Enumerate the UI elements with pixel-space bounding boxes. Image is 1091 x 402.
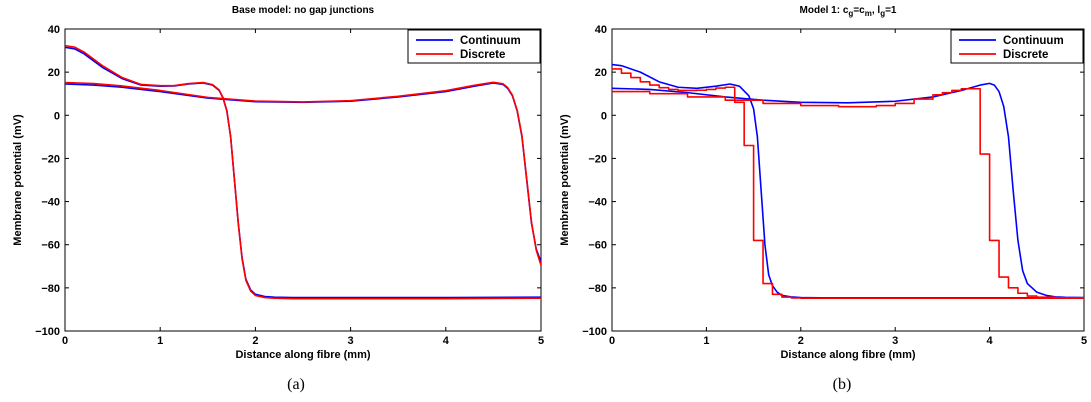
x-axis-label: Distance along fibre (mm) [235, 349, 370, 361]
legend: Continuum Discrete [407, 29, 541, 64]
x-tick-label: 0 [609, 335, 615, 347]
y-tick-label: −40 [41, 197, 60, 209]
y-tick-label: 0 [601, 110, 607, 122]
plot-area [64, 28, 542, 332]
y-tick-label: 20 [48, 67, 60, 79]
y-tick-label: −80 [41, 283, 60, 295]
y-tick-label: −60 [588, 240, 607, 252]
panel-caption: (b) [833, 376, 852, 393]
plot-area [611, 28, 1085, 332]
x-tick-label: 1 [157, 335, 163, 347]
x-tick-label: 4 [987, 335, 994, 347]
x-tick-label: 3 [892, 335, 898, 347]
chart-title: Model 1: cg=cm, lg=1 [800, 5, 897, 18]
legend-label-continuum: Continuum [460, 35, 521, 47]
chart-panel-a: 0 1 2 3 4 5 40 20 0 −20 −40 −60 −80 −100 Distance alon… [12, 5, 544, 393]
data-lines [65, 44, 541, 300]
x-tick-label: 2 [252, 335, 258, 347]
chart-panel-b: 0 1 2 3 4 5 40 20 0 −20 −40 −60 −80 −100 Distance alon… [559, 5, 1087, 393]
x-tick-label: 5 [1081, 335, 1087, 347]
series-line-discrete-2 [65, 81, 541, 266]
y-tick-label: −60 [41, 240, 60, 252]
legend-label-discrete: Discrete [460, 49, 505, 61]
x-tick-label: 5 [538, 335, 544, 347]
chart-title: Base model: no gap junctions [232, 5, 375, 16]
y-tick-label: −20 [41, 153, 60, 165]
legend-label-continuum: Continuum [1003, 35, 1064, 47]
y-tick-label: −80 [588, 283, 607, 295]
legend-box [950, 29, 1084, 64]
x-tick-label: 4 [443, 335, 450, 347]
x-tick-label: 3 [348, 335, 354, 347]
y-tick-label: 40 [595, 24, 607, 36]
x-axis-label: Distance along fibre (mm) [780, 349, 915, 361]
y-tick-label: −100 [582, 326, 607, 338]
x-tick-label: 2 [798, 335, 804, 347]
x-tick-label: 1 [703, 335, 709, 347]
y-tick-label: −20 [588, 153, 607, 165]
panel-caption: (a) [287, 376, 305, 393]
y-tick-label: 40 [48, 24, 60, 36]
series-line-discrete-1 [65, 44, 541, 300]
legend-label-discrete: Discrete [1003, 49, 1048, 61]
series-line-discrete-1 [612, 68, 1084, 300]
y-tick-label: −40 [588, 197, 607, 209]
series-line-discrete-2 [612, 87, 1084, 299]
y-axis-label: Membrane potential (mV) [559, 114, 571, 246]
x-tick-label: 0 [62, 335, 68, 347]
data-lines [612, 63, 1084, 300]
y-tick-label: −100 [35, 326, 60, 338]
y-tick-label: 20 [595, 67, 607, 79]
legend: Continuum Discrete [950, 29, 1084, 64]
y-axis-label: Membrane potential (mV) [12, 114, 24, 246]
legend-box [407, 29, 541, 64]
y-tick-label: 0 [54, 110, 60, 122]
